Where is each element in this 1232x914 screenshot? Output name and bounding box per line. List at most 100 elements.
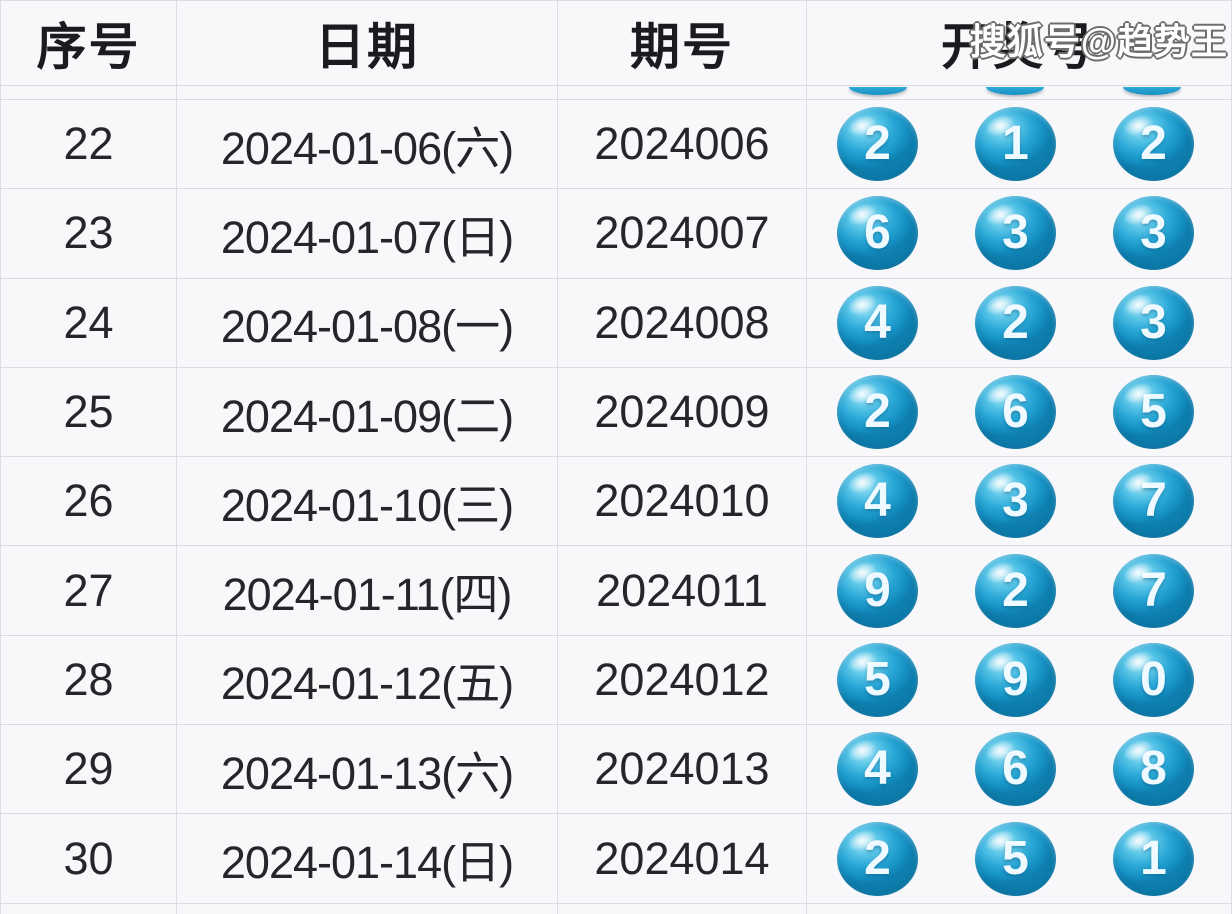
watermark-sohu-account: 搜狐号@趋势王	[969, 21, 1228, 62]
lottery-ball-icon: 5	[837, 642, 918, 717]
period-cell: 2024009	[558, 367, 807, 457]
lottery-ball-icon: 3	[1113, 196, 1194, 271]
ball-number: 1	[1140, 831, 1167, 885]
header-numbers: 开奖号	[807, 1, 1232, 85]
date-cell: 2024-01-10(三)	[177, 457, 558, 546]
ball-number: 2	[864, 117, 891, 171]
partial-ball-icon	[986, 87, 1044, 95]
date-cell: 2024-01-14(日)	[177, 814, 558, 903]
partial-ball-icon	[849, 87, 907, 95]
partial-balls-cell	[807, 86, 1232, 99]
period-cell: 2024006	[558, 100, 807, 189]
date-cell: 2024-01-09(二)	[177, 367, 558, 457]
ball-number: 2	[864, 385, 891, 439]
lottery-ball-icon: 2	[1113, 107, 1194, 182]
lottery-ball-icon: 4	[837, 464, 918, 539]
lottery-ball-icon: 4	[837, 285, 918, 360]
ball-number: 3	[1002, 206, 1029, 260]
ball-number: 9	[864, 563, 891, 617]
lottery-ball-icon: 2	[975, 553, 1056, 628]
lottery-ball-icon: 7	[1113, 464, 1194, 539]
ball-number: 2	[1002, 563, 1029, 617]
ball-number: 3	[1140, 206, 1167, 260]
partial-previous-row	[0, 86, 1232, 100]
lottery-ball-icon: 5	[975, 821, 1056, 896]
table-row: 30 2024-01-14(日) 2024014 2 5 1	[0, 814, 1232, 904]
lottery-ball-icon: 6	[975, 375, 1056, 450]
lottery-ball-icon: 1	[975, 107, 1056, 182]
serial-cell: 24	[0, 278, 177, 367]
serial-cell: 26	[0, 457, 177, 546]
serial-cell: 22	[0, 100, 177, 189]
serial-cell: 23	[0, 189, 177, 278]
table-row: 28 2024-01-12(五) 2024012 5 9 0	[0, 635, 1232, 726]
period-cell: 2024008	[558, 278, 807, 367]
partial-period-cell	[558, 86, 807, 99]
lottery-ball-icon: 9	[837, 553, 918, 628]
lottery-ball-icon: 6	[837, 196, 918, 271]
ball-number: 5	[1140, 385, 1167, 439]
ball-number: 4	[864, 474, 891, 528]
serial-cell: 25	[0, 367, 177, 457]
ball-number: 7	[1140, 474, 1167, 528]
lottery-ball-icon: 6	[975, 732, 1056, 807]
ball-number: 2	[1002, 295, 1029, 349]
lottery-ball-icon: 2	[837, 375, 918, 450]
ball-number: 2	[864, 831, 891, 885]
ball-number: 7	[1140, 563, 1167, 617]
ball-number: 2	[1140, 117, 1167, 171]
ball-number: 1	[1002, 117, 1029, 171]
table-row: 23 2024-01-07(日) 2024007 6 3 3	[0, 189, 1232, 279]
date-cell: 2024-01-13(六)	[177, 725, 558, 814]
table-header-row: 序号 日期 期号 开奖号	[0, 0, 1232, 86]
period-cell: 2024013	[558, 725, 807, 814]
header-serial: 序号	[0, 1, 177, 85]
ball-number: 6	[1002, 385, 1029, 439]
ball-number: 3	[1002, 474, 1029, 528]
lottery-ball-icon: 2	[837, 107, 918, 182]
lottery-ball-icon: 2	[837, 821, 918, 896]
table-row: 29 2024-01-13(六) 2024013 4 6 8	[0, 725, 1232, 815]
date-cell: 2024-01-12(五)	[177, 635, 558, 725]
table-row: 25 2024-01-09(二) 2024009 2 6 5	[0, 367, 1232, 458]
partial-date-cell	[177, 903, 558, 914]
lottery-ball-icon: 7	[1113, 553, 1194, 628]
serial-cell: 28	[0, 635, 177, 725]
ball-number: 6	[1002, 742, 1029, 796]
serial-cell: 29	[0, 725, 177, 814]
partial-serial-cell	[0, 86, 177, 99]
period-cell: 2024010	[558, 457, 807, 546]
balls-cell: 2 1 2	[807, 100, 1232, 189]
ball-number: 4	[864, 295, 891, 349]
balls-cell: 2 6 5	[807, 367, 1232, 457]
serial-cell: 27	[0, 546, 177, 635]
table-row: 26 2024-01-10(三) 2024010 4 3 7	[0, 457, 1232, 547]
lottery-ball-icon: 3	[975, 196, 1056, 271]
balls-cell: 4 3 7	[807, 457, 1232, 546]
partial-period-cell	[558, 903, 807, 914]
ball-number: 0	[1140, 652, 1167, 706]
date-cell: 2024-01-07(日)	[177, 189, 558, 278]
lottery-ball-icon: 9	[975, 642, 1056, 717]
partial-next-row	[0, 903, 1232, 914]
date-cell: 2024-01-11(四)	[177, 546, 558, 635]
period-cell: 2024007	[558, 189, 807, 278]
partial-serial-cell	[0, 903, 177, 914]
ball-number: 5	[864, 652, 891, 706]
period-cell: 2024012	[558, 635, 807, 725]
table-row: 24 2024-01-08(一) 2024008 4 2 3	[0, 278, 1232, 368]
lottery-ball-icon: 1	[1113, 821, 1194, 896]
lottery-ball-icon: 4	[837, 732, 918, 807]
date-cell: 2024-01-06(六)	[177, 100, 558, 189]
balls-cell: 4 6 8	[807, 725, 1232, 814]
date-cell: 2024-01-08(一)	[177, 278, 558, 367]
ball-number: 6	[864, 206, 891, 260]
partial-balls-cell	[807, 903, 1232, 914]
serial-cell: 30	[0, 814, 177, 903]
balls-cell: 4 2 3	[807, 278, 1232, 367]
ball-number: 5	[1002, 831, 1029, 885]
